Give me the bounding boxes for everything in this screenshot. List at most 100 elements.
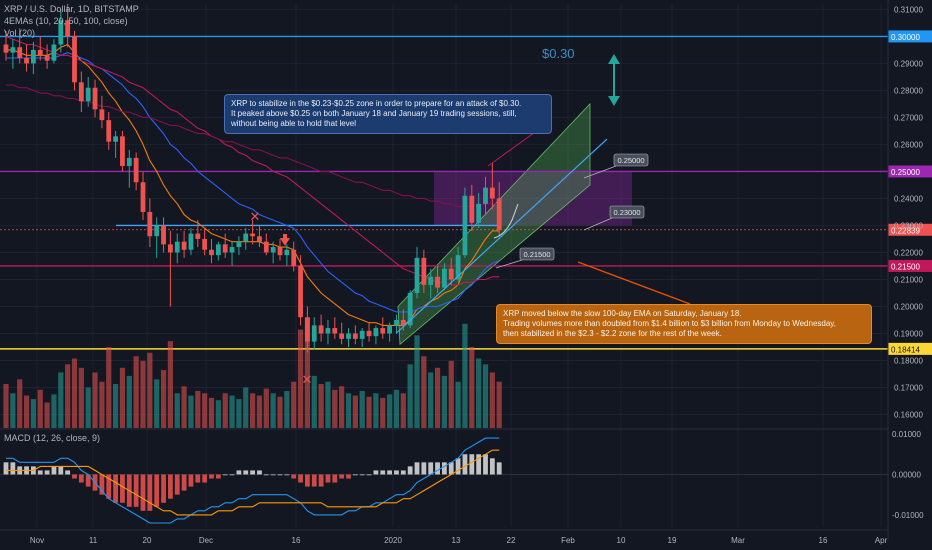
orange-callout[interactable]: XRP moved below the slow 100-day EMA on …	[496, 304, 872, 344]
candle-body[interactable]	[270, 247, 276, 253]
candle-body[interactable]	[65, 20, 71, 37]
macd-histogram-bar	[332, 474, 338, 483]
macd-histogram-bar	[222, 474, 228, 476]
candle-body[interactable]	[298, 265, 303, 318]
volume-bar	[215, 400, 221, 428]
candle-body[interactable]	[263, 241, 269, 253]
candle-body[interactable]	[284, 249, 290, 256]
macd-histogram-bar	[352, 474, 358, 476]
candle-body[interactable]	[31, 49, 36, 64]
candle-body[interactable]	[181, 241, 187, 250]
candle-body[interactable]	[17, 47, 23, 59]
candle-body[interactable]	[113, 136, 118, 142]
orange-callout-line: then stabilized in the $2.3 - $2.2 zone …	[503, 329, 722, 338]
candle-body[interactable]	[202, 238, 208, 250]
candle-body[interactable]	[243, 233, 249, 242]
candle-body[interactable]	[140, 182, 146, 212]
candle-body[interactable]	[250, 233, 255, 237]
candle-body[interactable]	[44, 55, 50, 61]
candle-body[interactable]	[380, 328, 386, 334]
candle-body[interactable]	[373, 328, 379, 337]
candle-body[interactable]	[387, 325, 392, 334]
macd-histogram-bar	[243, 470, 249, 475]
candle-body[interactable]	[359, 330, 365, 339]
candle-body[interactable]	[195, 233, 201, 239]
candle-body[interactable]	[209, 249, 214, 256]
candle-body[interactable]	[85, 87, 91, 102]
candle-body[interactable]	[10, 47, 16, 53]
candle-body[interactable]	[394, 319, 399, 326]
candle-body[interactable]	[469, 195, 475, 223]
candle-body[interactable]	[325, 328, 331, 334]
candle-body[interactable]	[428, 276, 434, 285]
candle-body[interactable]	[126, 157, 132, 167]
candle-body[interactable]	[476, 203, 482, 223]
candle-body[interactable]	[78, 82, 84, 102]
candle-body[interactable]	[366, 330, 372, 337]
macd-histogram-bar	[469, 454, 475, 475]
candle-body[interactable]	[448, 268, 454, 280]
candle-body[interactable]	[346, 333, 351, 339]
volume-bar	[160, 370, 167, 428]
candle-body[interactable]	[161, 225, 166, 245]
candle-body[interactable]	[305, 317, 310, 342]
candle-body[interactable]	[58, 20, 64, 45]
candle-body[interactable]	[291, 249, 297, 266]
macd-histogram-bar	[154, 474, 160, 507]
candle-body[interactable]	[421, 257, 427, 285]
candle-body[interactable]	[120, 136, 125, 167]
candle-body[interactable]	[332, 328, 338, 334]
candle-body[interactable]	[496, 198, 502, 230]
price-tick-label: 0.22000	[894, 248, 923, 257]
candle-body[interactable]	[483, 187, 488, 204]
volume-bar	[113, 384, 119, 428]
candle-body[interactable]	[174, 241, 180, 253]
volume-bar	[44, 402, 50, 428]
candle-body[interactable]	[154, 225, 160, 237]
candle-body[interactable]	[414, 257, 420, 293]
volume-bar	[304, 318, 310, 428]
macd-histogram-bar	[140, 474, 146, 511]
candles[interactable]	[3, 4, 502, 353]
candle-body[interactable]	[168, 244, 173, 253]
candle-body[interactable]	[24, 58, 29, 64]
candle-body[interactable]	[489, 187, 495, 199]
volume-bar	[263, 388, 269, 428]
candle-body[interactable]	[72, 36, 77, 83]
candle-body[interactable]	[339, 333, 345, 339]
candle-body[interactable]	[51, 44, 57, 61]
volume-legend[interactable]: Vol (20)	[4, 28, 36, 38]
macd-histogram-bar	[407, 466, 413, 475]
candle-body[interactable]	[455, 255, 461, 280]
macd-histogram-bar	[455, 458, 461, 475]
candle-body[interactable]	[407, 292, 413, 326]
candle-body[interactable]	[188, 233, 194, 250]
candle-body[interactable]	[133, 157, 139, 183]
ema-legend[interactable]: 4EMAs (10, 20, 50, 100, close)	[4, 16, 128, 26]
candle-body[interactable]	[37, 49, 43, 56]
candle-body[interactable]	[442, 268, 447, 288]
candle-body[interactable]	[147, 211, 153, 237]
candle-body[interactable]	[229, 247, 235, 253]
macd-legend[interactable]: MACD (12, 26, close, 9)	[4, 433, 101, 443]
candle-body[interactable]	[236, 241, 242, 248]
candle-body[interactable]	[106, 120, 112, 142]
candle-body[interactable]	[99, 109, 105, 121]
candle-body[interactable]	[3, 44, 9, 53]
symbol-legend[interactable]: XRP / U.S. Dollar, 1D, BITSTAMP	[4, 4, 139, 14]
candle-body[interactable]	[462, 195, 468, 256]
drawing-tools[interactable]: ✕ ✕ 0.25000 0.23000 0.21500	[250, 54, 691, 388]
candle-body[interactable]	[222, 244, 228, 253]
candle-body[interactable]	[400, 319, 406, 326]
candle-body[interactable]	[92, 87, 98, 110]
candle-body[interactable]	[435, 276, 440, 288]
candle-body[interactable]	[352, 333, 358, 339]
candle-body[interactable]	[311, 325, 317, 342]
candle-body[interactable]	[215, 244, 221, 256]
blue-callout[interactable]: XRP to stabilize in the $0.23-$0.25 zone…	[224, 94, 552, 134]
candle-body[interactable]	[277, 247, 283, 256]
candle-body[interactable]	[257, 236, 262, 242]
macd-histogram-bar	[161, 474, 166, 503]
candle-body[interactable]	[318, 325, 324, 334]
